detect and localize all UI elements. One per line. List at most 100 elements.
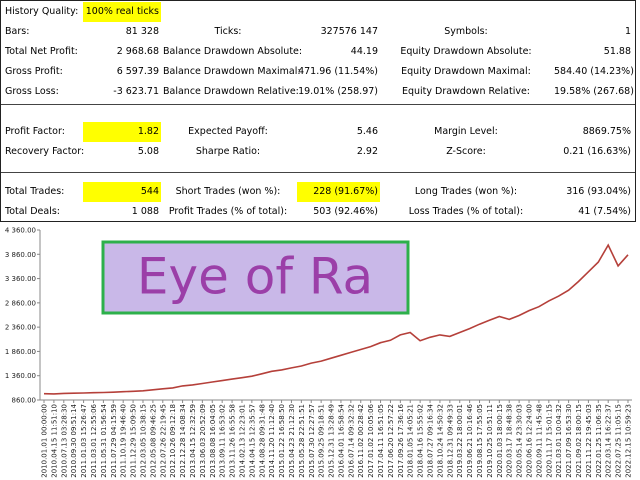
report-table: History Quality: 100% real ticks Bars: 81 3… xyxy=(0,0,636,222)
x-tick-label: 2013.08.08 16:04:05 xyxy=(209,404,217,478)
cell-value: 316 (93.04%) xyxy=(566,186,631,197)
x-tick-label: 2017.06.20 12:57:22 xyxy=(387,404,395,478)
x-tick-label: 2016.07.14 09:32:32 xyxy=(347,404,355,478)
x-tick-label: 2012.12.28 14:08:34 xyxy=(179,403,187,477)
y-tick-label: 1 860.00 xyxy=(5,348,36,356)
cell-value: 5.46 xyxy=(356,126,378,137)
y-tick-label: 1 360.00 xyxy=(5,372,36,380)
x-tick-label: 2015.07.30 12:27:57 xyxy=(308,404,316,478)
balance-line xyxy=(43,243,629,395)
cell-label: Margin Level: xyxy=(434,126,498,137)
cell-label: Profit Factor: xyxy=(5,126,65,137)
x-tick-label: 2012.10.26 09:12:18 xyxy=(169,404,177,478)
balance-chart: 860.00 1 360.00 1 860.00 2 360.00 2 860.00 3 … xyxy=(5,227,633,478)
cell-label: Profit Trades (% of total): xyxy=(168,206,288,217)
cell-label: Bars: xyxy=(5,26,30,37)
x-tick-label: 2019.10.25 10:51:11 xyxy=(486,404,494,478)
cell-value: 544 xyxy=(83,182,161,202)
cell-label: Sharpe Ratio: xyxy=(195,146,261,157)
y-tick-label: 2 860.00 xyxy=(5,299,36,307)
x-tick-label: 2011.10.19 19:46:40 xyxy=(120,404,128,478)
x-tick-label: 2014.08.28 09:31:48 xyxy=(258,404,266,478)
x-tick-label: 2011.01.03 15:26:47 xyxy=(80,404,88,478)
x-tick-label: 2011.07.29 04:15:59 xyxy=(110,404,118,478)
cell-value: 5.08 xyxy=(137,146,159,157)
cell-value: 1.82 xyxy=(83,122,161,142)
x-tick-label: 2020.03.17 18:48:38 xyxy=(506,404,514,478)
cell-label: Equity Drawdown Relative: xyxy=(401,86,531,97)
x-tick-label: 2015.12.31 13:28:49 xyxy=(328,404,336,478)
x-tick-label: 2015.09.25 09:18:51 xyxy=(318,404,326,478)
x-tick-label: 2020.05.14 23:30:03 xyxy=(516,404,524,478)
x-tick-label: 2013.06.03 20:52:09 xyxy=(199,404,207,478)
cell-value: 471.96 (11.54%) xyxy=(298,66,378,77)
x-tick-label: 2011.03.01 12:55:06 xyxy=(90,403,98,477)
overlay-box xyxy=(101,240,410,315)
x-tick-label: 2022.07.25 11:05:15 xyxy=(615,404,623,478)
cell-value: 51.88 xyxy=(603,46,631,57)
cell-value: 81 328 xyxy=(125,26,159,37)
x-tick-label: 2013.04.15 12:32:59 xyxy=(189,404,197,478)
x-tick-label: 2013.11.26 16:55:58 xyxy=(229,404,237,478)
y-tick-label: 2 360.00 xyxy=(5,324,36,332)
cell-value: 8869.75% xyxy=(582,126,631,137)
cell-label: Symbols: xyxy=(444,26,488,37)
x-tick-label: 2016.04.01 16:58:54 xyxy=(337,403,345,477)
x-tick-label: 2018.07.27 09:16:34 xyxy=(427,403,435,477)
x-tick-label: 2012.07.26 22:19:45 xyxy=(159,404,167,478)
cell-label: History Quality: xyxy=(5,6,79,17)
y-tick-label: 3 860.00 xyxy=(5,251,36,259)
x-tick-label: 2022.01.25 11:06:35 xyxy=(595,404,603,478)
x-tick-label: 2015.05.28 22:51:51 xyxy=(298,404,306,478)
cell-value: 0.21 (16.63%) xyxy=(563,146,631,157)
x-tick-label: 2010.09.30 09:51:14 xyxy=(70,403,78,477)
x-tick-label: 2017.04.11 16:51:05 xyxy=(377,404,385,478)
cell-label: Total Net Profit: xyxy=(5,46,78,57)
cell-value: 1 088 xyxy=(131,206,159,217)
cell-value: 327576 147 xyxy=(320,26,378,37)
separator xyxy=(1,104,635,105)
cell-value: 19.01% (258.97) xyxy=(298,86,378,97)
cell-label: Z-Score: xyxy=(446,146,486,157)
x-tick-label: 2011.12.29 15:09:50 xyxy=(130,404,138,478)
x-tick-label: 2015.01.22 16:58:50 xyxy=(278,404,286,478)
x-tick-label: 2019.03.22 18:00:01 xyxy=(456,404,464,478)
x-tick-label: 2017.01.02 10:05:06 xyxy=(367,403,375,477)
x-tick-label: 2021.09.02 18:00:15 xyxy=(575,404,583,478)
cell-value: 503 (92.46%) xyxy=(313,206,378,217)
x-tick-label: 2010.01.01 00:00:00 xyxy=(41,404,49,478)
cell-value: 2.92 xyxy=(356,146,378,157)
x-tick-label: 2014.11.20 11:12:40 xyxy=(268,404,276,478)
cell-value: 44.19 xyxy=(350,46,378,57)
cell-label: Expected Payoff: xyxy=(188,126,268,137)
cell-label: Total Deals: xyxy=(5,206,60,217)
y-tick-label: 3 360.00 xyxy=(5,275,36,283)
x-tick-label: 2022.03.14 16:22:37 xyxy=(605,404,613,478)
cell-value: 41 (7.54%) xyxy=(578,206,631,217)
cell-value: 6 597.39 xyxy=(116,66,159,77)
x-tick-label: 2020.11.17 15:01:15 xyxy=(545,404,553,478)
cell-label: Equity Drawdown Absolute: xyxy=(400,46,532,57)
y-tick-label: 860.00 xyxy=(12,397,37,405)
cell-value: -3 623.71 xyxy=(113,86,159,97)
cell-label: Recovery Factor: xyxy=(5,146,85,157)
x-tick-label: 2018.12.31 09:49:33 xyxy=(446,404,454,478)
cell-label: Balance Drawdown Relative: xyxy=(163,86,299,97)
cell-label: Balance Drawdown Maximal: xyxy=(163,66,301,77)
cell-label: Total Trades: xyxy=(5,186,65,197)
x-tick-label: 2015.04.23 21:12:30 xyxy=(288,404,296,478)
cell-value: 2 968.68 xyxy=(116,46,159,57)
x-tick-label: 2011.05.31 01:56:54 xyxy=(100,403,108,477)
cell-label: Equity Drawdown Maximal: xyxy=(401,66,531,77)
cell-value: 228 (91.67%) xyxy=(297,182,380,202)
x-tick-label: 2010.04.15 11:51:10 xyxy=(50,404,58,478)
cell-label: Balance Drawdown Absolute: xyxy=(163,46,303,57)
x-tick-label: 2012.05.08 09:46:25 xyxy=(149,404,157,478)
x-tick-label: 2018.01.05 14:05:21 xyxy=(407,404,415,478)
x-tick-label: 2018.04.16 15:55:02 xyxy=(417,404,425,478)
cell-label: Loss Trades (% of total): xyxy=(408,206,524,217)
cell-label: Gross Loss: xyxy=(5,86,59,97)
cell-value: 1 xyxy=(624,26,631,37)
x-tick-label: 2014.04.15 12:35:57 xyxy=(248,404,256,478)
